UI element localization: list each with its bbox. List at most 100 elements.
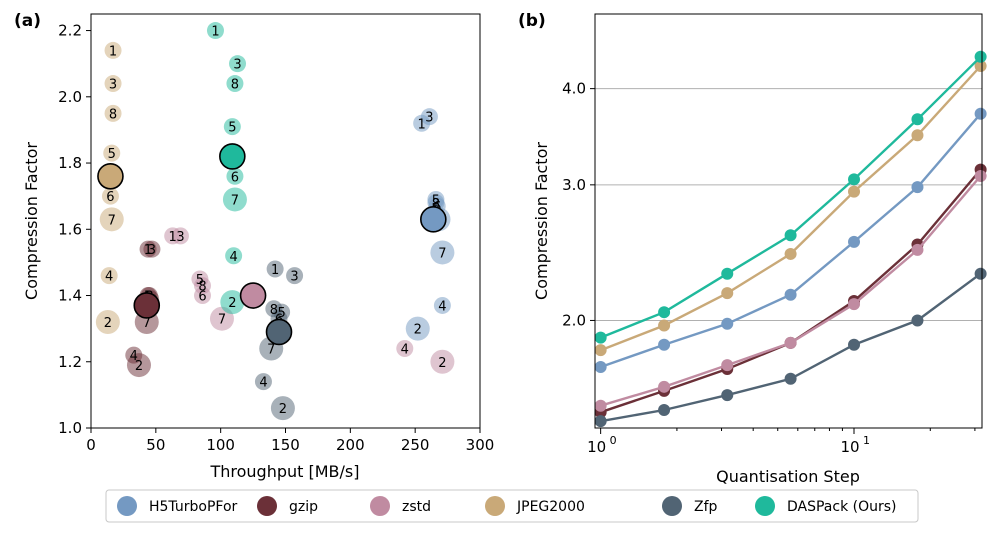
legend-label-h5turbopfor: H5TurboPFor <box>149 499 238 515</box>
panel-a-y-tick-label: 1.8 <box>58 154 82 172</box>
legend-label-zstd: zstd <box>402 499 431 515</box>
legend-marker-zfp <box>662 496 682 516</box>
line-point-daspack-ours <box>848 173 861 186</box>
line-point-zstd <box>784 336 797 349</box>
point-label-jpeg2000: 8 <box>109 107 117 122</box>
line-point-zstd <box>594 399 607 412</box>
point-zstd <box>430 349 455 374</box>
point-h5turbopfor <box>405 316 430 341</box>
point-zstd <box>171 227 189 245</box>
point-label-jpeg2000: 1 <box>109 44 117 59</box>
point-jpeg2000 <box>104 41 122 59</box>
panel-b-y-tick-label: 3.0 <box>562 176 586 194</box>
line-point-daspack-ours <box>658 306 671 319</box>
line-point-jpeg2000 <box>911 129 924 142</box>
point-label-h5turbopfor: 3 <box>425 111 433 126</box>
point-label-zfp: 1 <box>271 263 279 278</box>
panel-b-line: 2.0 3.0 4.0 10 0 10 1 (b) Quantisation Step Co… <box>518 11 987 486</box>
panel-a-x-axis-label: Throughput [MB/s] <box>209 462 359 481</box>
panel-a-x-tick-label: 150 <box>271 436 300 454</box>
legend-label-zfp: Zfp <box>694 499 718 515</box>
point-gzip <box>126 353 151 378</box>
line-point-jpeg2000 <box>594 344 607 357</box>
line-point-h5turbopfor <box>721 317 734 330</box>
panel-b-y-tick-label: 4.0 <box>562 80 586 98</box>
point-zstd <box>396 340 414 358</box>
point-daspack-ours <box>225 247 243 265</box>
point-label-h5turbopfor: 1 <box>418 117 426 132</box>
point-h5turbopfor <box>430 240 455 265</box>
panel-b-y-axis-label: Compression Factor <box>532 142 551 300</box>
line-point-zfp <box>974 267 987 280</box>
line-point-daspack-ours <box>721 267 734 280</box>
panel-a-y-tick-label: 2.0 <box>58 88 82 106</box>
panel-a-x-tick-label: 50 <box>146 436 165 454</box>
line-point-daspack-ours <box>784 229 797 242</box>
point-h5turbopfor <box>433 296 451 314</box>
panel-a-x-tick-label: 0 <box>86 436 96 454</box>
point-label-daspack-ours: 8 <box>231 78 239 93</box>
line-jpeg2000 <box>600 65 982 352</box>
legend-label-jpeg2000: JPEG2000 <box>516 499 585 515</box>
point-daspack-ours <box>220 290 245 315</box>
point-label-zfp: 8 <box>270 303 278 318</box>
point-label-zstd: 6 <box>198 290 206 305</box>
point-label-zfp: 5 <box>277 306 285 321</box>
point-daspack-ours <box>223 118 241 136</box>
panel-b-ticks: 2.0 3.0 4.0 10 0 10 1 <box>562 80 976 456</box>
line-point-zfp <box>784 372 797 385</box>
point-label-daspack-ours: 2 <box>228 296 236 311</box>
point-label-zstd: 3 <box>176 230 184 245</box>
point-label-h5turbopfor: 4 <box>438 299 446 314</box>
line-point-zfp <box>911 314 924 327</box>
point-label-jpeg2000: 6 <box>106 190 114 205</box>
panel-b-x-tick-label: 10 <box>840 438 859 456</box>
point-label-jpeg2000: 4 <box>105 270 113 285</box>
point-h5turbopfor <box>420 108 438 126</box>
mean-marker-zfp <box>265 318 293 346</box>
line-point-daspack-ours <box>594 331 607 344</box>
line-point-jpeg2000 <box>848 185 861 198</box>
line-point-jpeg2000 <box>784 247 797 260</box>
panel-a-y-axis-label: Compression Factor <box>22 142 41 300</box>
line-point-zfp <box>721 389 734 402</box>
point-label-daspack-ours: 6 <box>231 170 239 185</box>
panel-b-x-axis-label: Quantisation Step <box>716 467 860 486</box>
panel-a-x-tick-label: 100 <box>206 436 235 454</box>
line-point-zfp <box>848 338 861 351</box>
point-daspack-ours <box>206 22 224 40</box>
line-point-zstd <box>658 380 671 393</box>
point-zfp <box>286 267 304 285</box>
point-label-daspack-ours: 3 <box>233 58 241 73</box>
mean-marker-gzip <box>133 292 161 319</box>
point-label-zstd: 7 <box>218 313 226 328</box>
point-label-h5turbopfor: 8 <box>432 197 440 212</box>
point-jpeg2000 <box>100 267 118 285</box>
panel-a-y-tick-label: 2.2 <box>58 22 82 40</box>
panel-b-lines <box>594 50 987 428</box>
point-zstd <box>194 287 212 305</box>
legend-marker-jpeg2000 <box>485 496 505 516</box>
mean-marker-h5turbopfor <box>420 206 447 233</box>
point-daspack-ours <box>226 75 244 93</box>
legend-label-gzip: gzip <box>289 499 318 515</box>
panel-a-x-tick-label: 200 <box>336 436 365 454</box>
point-jpeg2000 <box>104 104 122 122</box>
point-jpeg2000 <box>99 207 124 232</box>
panel-a-x-tick-label: 300 <box>466 436 495 454</box>
legend-frame <box>105 489 919 523</box>
panel-b-label: (b) <box>518 11 546 31</box>
line-point-h5turbopfor <box>594 361 607 374</box>
point-label-h5turbopfor: 2 <box>414 323 422 338</box>
line-point-daspack-ours <box>911 113 924 126</box>
line-point-zstd <box>911 243 924 256</box>
panel-a-y-tick-label: 1.6 <box>58 220 82 238</box>
panel-b-x-tick-label: 10 <box>587 438 606 456</box>
point-label-zfp: 3 <box>290 270 298 285</box>
panel-b-x-tick-exponent: 0 <box>610 434 617 447</box>
mean-marker-zstd <box>239 282 267 309</box>
point-label-gzip: 3 <box>148 243 156 258</box>
panel-a-y-tick-label: 1.2 <box>58 353 82 371</box>
line-point-jpeg2000 <box>658 319 671 332</box>
